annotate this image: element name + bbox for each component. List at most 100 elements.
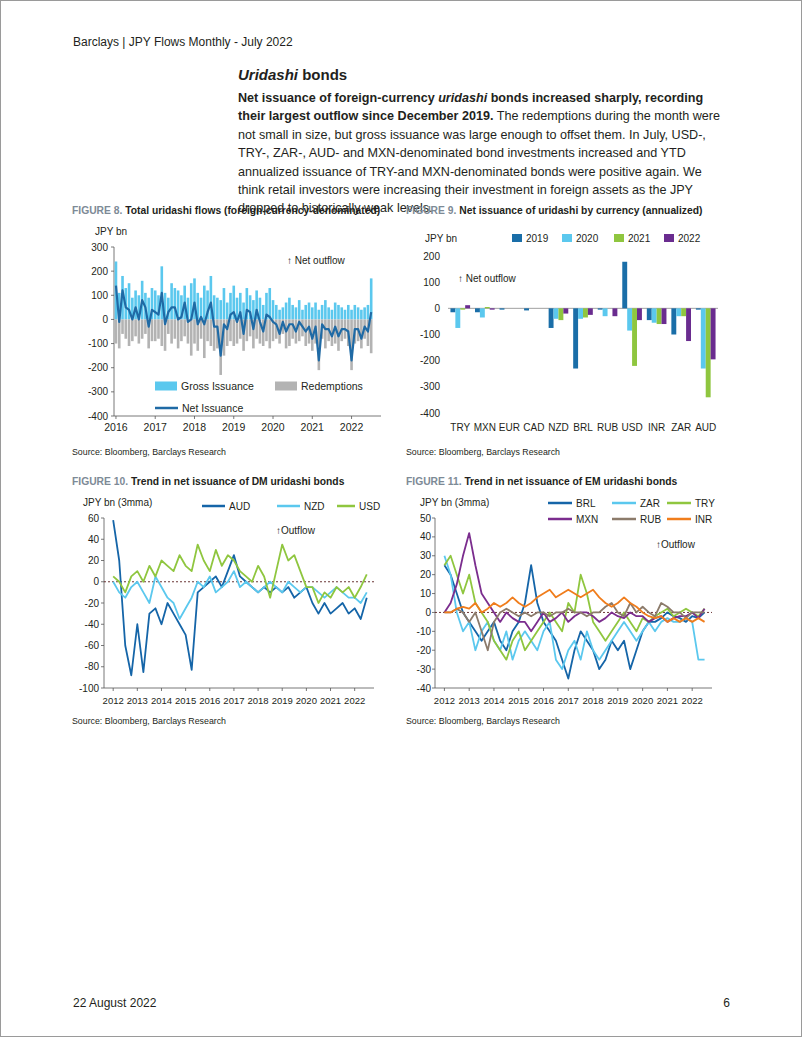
bar (131, 319, 134, 341)
x-tick-label: 2019 (607, 695, 628, 706)
y-tick-label: -60 (85, 640, 100, 651)
bar (180, 319, 183, 341)
x-tick-label: RUB (597, 422, 618, 433)
plot-area (113, 520, 367, 675)
bar (170, 283, 173, 319)
y-tick-label: -10 (417, 626, 432, 637)
bar (509, 308, 514, 309)
bar (295, 307, 298, 319)
bar (151, 319, 154, 341)
title-run: Uridashi (238, 66, 298, 83)
figure-title-text: Trend in net issuance of EM uridashi bon… (464, 476, 677, 487)
x-tick (113, 688, 114, 691)
legend-label: USD (359, 501, 380, 512)
bar (554, 308, 559, 318)
x-tick (258, 688, 259, 691)
x-tick (543, 688, 544, 691)
legend-label: RUB (640, 514, 661, 525)
y-axis-label: JPY bn (425, 233, 457, 244)
line (113, 520, 367, 675)
y-tick-label: 40 (88, 534, 100, 545)
legend-swatch (337, 505, 355, 508)
bar (578, 308, 583, 318)
bar (632, 308, 637, 366)
bar (460, 308, 465, 309)
bar (327, 307, 330, 319)
x-tick-label: 2018 (583, 695, 604, 706)
line (444, 556, 704, 669)
y-tick-label: 40 (420, 531, 432, 542)
bar (676, 308, 681, 316)
x-tick-label: USD (622, 422, 643, 433)
bar (170, 319, 173, 343)
y-tick (445, 282, 448, 283)
y-axis-label: JPY bn (95, 226, 127, 237)
figure-label: FIGURE 8. (72, 205, 122, 216)
x-tick-label: 2022 (344, 695, 365, 706)
figure-title-text: Total uridashi flows (foreign-currency-d… (125, 205, 380, 216)
y-tick (101, 518, 104, 519)
legend-swatch (548, 502, 572, 505)
x-tick-label: 2021 (657, 695, 678, 706)
plot-area (115, 261, 373, 374)
x-tick (137, 688, 138, 691)
bar (350, 310, 353, 320)
y-tick-label: -40 (85, 619, 100, 630)
source-text: Source: Bloomberg, Barclays Research (406, 447, 560, 457)
y-tick (432, 688, 435, 689)
y-tick (432, 669, 435, 670)
y-tick-label: -400 (420, 408, 440, 419)
bar (174, 319, 177, 338)
y-tick-label: -300 (88, 386, 108, 397)
x-tick (155, 416, 156, 419)
x-tick-label: EUR (499, 422, 520, 433)
x-tick-label: 2014 (151, 695, 172, 706)
legend-label: 2021 (628, 233, 651, 244)
bar (701, 308, 706, 368)
bar (354, 305, 357, 319)
y-axis (435, 518, 436, 688)
bar (608, 308, 613, 309)
x-tick (185, 688, 186, 691)
x-axis (104, 688, 374, 689)
legend-label: INR (695, 514, 712, 525)
bar (210, 319, 213, 346)
bar (285, 303, 288, 320)
bar (563, 308, 568, 313)
bar (275, 305, 278, 319)
y-tick (111, 343, 114, 344)
bar (268, 319, 271, 348)
space (456, 205, 459, 216)
header-text: Barclays | JPY Flows Monthly - July 2022 (73, 35, 293, 49)
bar (206, 319, 209, 341)
bar (124, 319, 127, 338)
x-tick (444, 688, 445, 691)
x-tick-label: AUD (695, 422, 716, 433)
source-text: Source: Bloomberg, Barclays Research (72, 447, 226, 457)
x-tick-label: 2016 (533, 695, 554, 706)
source: Source: Bloomberg, Barclays Research (406, 447, 560, 457)
x-tick-label: 2020 (632, 695, 653, 706)
bar (360, 310, 363, 320)
bar (662, 308, 667, 324)
bar (232, 319, 235, 346)
bar (278, 310, 281, 320)
x-tick-label: 2012 (434, 695, 455, 706)
y-tick-label: -100 (88, 338, 108, 349)
bar (255, 319, 258, 338)
y-axis (114, 247, 115, 416)
legend-swatch (667, 502, 691, 505)
bar (318, 310, 321, 320)
y-tick (111, 271, 114, 272)
x-tick (692, 688, 693, 691)
bar (134, 319, 137, 336)
legend-label: TRY (695, 498, 715, 509)
x-tick-label: TRY (450, 422, 470, 433)
x-tick-label: 2017 (558, 695, 579, 706)
x-tick (469, 688, 470, 691)
bar (549, 308, 554, 328)
y-tick (432, 536, 435, 537)
figure-title: FIGURE 11. Trend in net issuance of EM u… (406, 476, 677, 487)
chart: JPY bn-400-300-200-100010020030020162017… (72, 220, 402, 448)
y-tick (101, 666, 104, 667)
